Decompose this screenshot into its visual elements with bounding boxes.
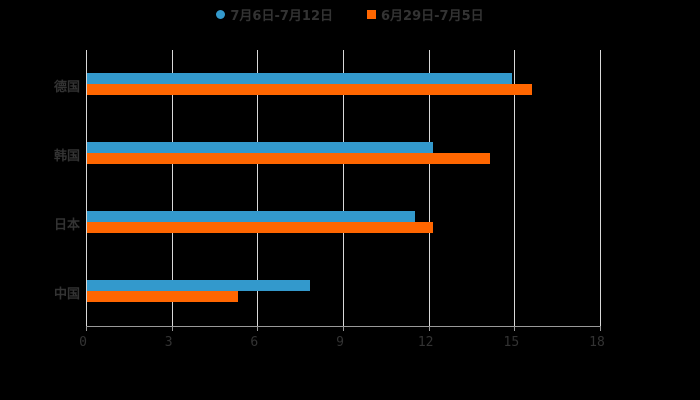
legend-circle-icon (216, 9, 226, 19)
bar[interactable] (87, 222, 433, 233)
x-tick-label: 15 (503, 335, 520, 350)
bar[interactable] (87, 84, 533, 95)
plot-area (86, 50, 601, 326)
y-category-label: 日本 (53, 218, 80, 233)
x-tick-label: 12 (417, 335, 434, 350)
x-tick-label: 3 (164, 335, 173, 350)
y-category-label: 中国 (53, 287, 80, 302)
chart-legend: 7月6日-7月12日 6月29日-7月5日 (0, 4, 700, 24)
x-tick (343, 326, 344, 331)
x-tick (514, 326, 516, 331)
bar[interactable] (87, 280, 310, 291)
gridline (257, 50, 259, 326)
bar[interactable] (87, 211, 416, 222)
bar[interactable] (87, 73, 513, 84)
gridline (514, 50, 516, 326)
gridline (86, 50, 87, 326)
gridline (600, 50, 601, 326)
x-tick (86, 326, 87, 331)
bar[interactable] (87, 142, 433, 153)
legend-item-series-2[interactable]: 6月29日-7月5日 (367, 5, 484, 24)
gridline (343, 50, 344, 326)
y-category-label: 韩国 (53, 149, 80, 164)
gridline (428, 50, 430, 326)
legend-item-series-1[interactable]: 7月6日-7月12日 (216, 5, 333, 24)
x-tick (428, 326, 430, 331)
bar[interactable] (87, 291, 239, 302)
x-tick-label: 9 (336, 335, 344, 350)
x-tick-label: 0 (79, 335, 87, 350)
y-category-label: 德国 (53, 80, 80, 95)
x-tick-label: 18 (589, 335, 605, 350)
x-tick-label: 6 (250, 335, 259, 350)
gridline (171, 50, 173, 326)
x-tick (257, 326, 259, 331)
legend-label: 6月29日-7月5日 (381, 8, 484, 24)
x-tick (171, 326, 173, 331)
bar[interactable] (87, 153, 490, 164)
x-tick (600, 326, 601, 331)
legend-label: 7月6日-7月12日 (230, 8, 333, 24)
legend-square-icon (367, 9, 376, 19)
